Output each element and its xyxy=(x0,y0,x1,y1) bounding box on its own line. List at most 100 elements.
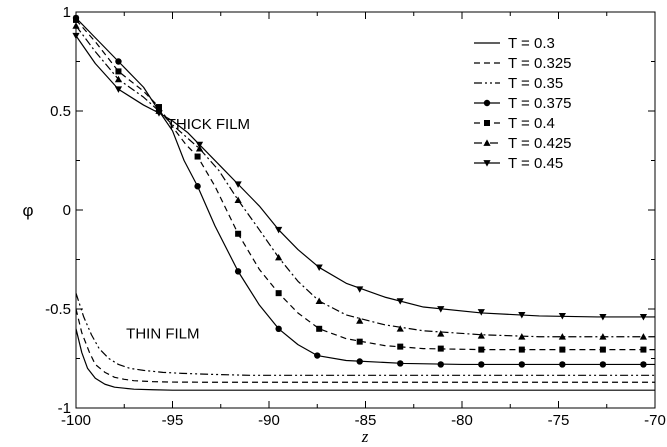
series-1 xyxy=(75,328,655,391)
data-point xyxy=(356,338,363,345)
legend: T = 0.3 T = 0.325 T = 0.35 T = 0.375 T = 0.4… xyxy=(474,35,572,172)
data-point xyxy=(478,346,485,353)
data-point xyxy=(437,345,444,352)
data-point xyxy=(356,317,364,324)
data-point xyxy=(72,32,80,40)
data-point xyxy=(275,325,282,332)
data-point xyxy=(518,333,526,340)
data-point xyxy=(483,160,491,167)
y-axis-label: φ xyxy=(22,201,33,220)
series-6 xyxy=(72,22,655,340)
data-point xyxy=(356,286,364,293)
data-point xyxy=(315,297,323,304)
data-point xyxy=(316,325,323,332)
data-point xyxy=(477,309,485,316)
legend-label: T = 0.4 xyxy=(508,115,555,132)
data-point xyxy=(599,346,606,353)
data-point xyxy=(518,312,526,319)
data-point xyxy=(115,58,122,65)
data-point xyxy=(73,16,79,23)
series-line xyxy=(75,25,655,338)
series-3 xyxy=(75,292,655,376)
legend-label: T = 0.35 xyxy=(508,75,563,92)
annotations: THICK FILM THIN FILM xyxy=(126,116,250,343)
data-point xyxy=(478,361,485,368)
data-point xyxy=(397,343,404,350)
data-point xyxy=(194,153,201,160)
data-point xyxy=(194,183,201,190)
data-point xyxy=(639,314,648,321)
data-point xyxy=(437,361,444,368)
data-point xyxy=(155,104,162,111)
data-point xyxy=(396,325,404,332)
legend-label: T = 0.45 xyxy=(508,155,563,172)
x-axis-label: z xyxy=(361,427,369,446)
y-tick-label: -0.5 xyxy=(45,301,71,318)
data-point xyxy=(599,361,607,368)
y-tick-label: 1 xyxy=(63,4,71,21)
data-point xyxy=(275,253,283,261)
legend-label: T = 0.375 xyxy=(508,95,572,112)
legend-label: T = 0.325 xyxy=(508,55,572,72)
data-point xyxy=(396,298,404,305)
y-tick-label: -1 xyxy=(58,400,71,417)
data-point xyxy=(558,313,566,320)
legend-label: T = 0.3 xyxy=(508,35,555,52)
series-layer xyxy=(72,14,655,391)
x-tick-label: -80 xyxy=(451,412,473,429)
data-point xyxy=(114,86,123,93)
data-point xyxy=(437,330,445,337)
data-point xyxy=(72,22,80,29)
annotation: THIN FILM xyxy=(126,326,199,343)
data-point xyxy=(483,99,491,107)
data-point xyxy=(558,333,566,340)
axis-ticks: -100 -95 -90 -85 -80 -75 -70 -1 -0.5 0 0.5 1 xyxy=(45,4,666,429)
data-point xyxy=(437,306,445,313)
series-line xyxy=(75,292,655,376)
series-4 xyxy=(72,14,655,368)
data-point xyxy=(235,230,242,237)
y-tick-label: 0.5 xyxy=(50,103,71,120)
data-point xyxy=(115,68,122,75)
data-point xyxy=(559,346,566,353)
data-point xyxy=(484,120,490,126)
series-line xyxy=(75,17,655,366)
data-point xyxy=(234,181,242,188)
x-tick-label: -90 xyxy=(258,412,280,429)
x-tick-label: -75 xyxy=(548,412,570,429)
series-line xyxy=(75,328,655,391)
series-line xyxy=(75,308,655,383)
data-point xyxy=(356,358,363,365)
series-line xyxy=(75,19,655,351)
data-point xyxy=(195,141,204,149)
data-point xyxy=(477,332,485,339)
data-point xyxy=(518,361,526,368)
data-point xyxy=(640,361,647,368)
data-point xyxy=(195,145,204,152)
data-point xyxy=(315,264,323,272)
data-point xyxy=(518,346,525,353)
series-line xyxy=(75,35,655,318)
data-point xyxy=(155,110,163,117)
data-point xyxy=(275,290,282,297)
x-tick-label: -95 xyxy=(162,412,184,429)
legend-label: T = 0.425 xyxy=(508,135,572,152)
y-tick-label: 0 xyxy=(63,202,71,219)
data-point xyxy=(639,333,648,340)
series-5 xyxy=(73,16,655,353)
data-point xyxy=(599,333,607,340)
data-point xyxy=(234,268,242,275)
series-2 xyxy=(75,308,655,383)
data-point xyxy=(483,139,491,146)
x-tick-label: -85 xyxy=(355,412,377,429)
data-point xyxy=(599,314,607,321)
data-point xyxy=(559,361,566,368)
data-point xyxy=(640,346,647,353)
data-point xyxy=(314,352,321,359)
data-point xyxy=(114,75,123,83)
series-7 xyxy=(72,32,655,321)
data-point xyxy=(397,360,404,367)
data-point xyxy=(234,196,242,203)
x-tick-label: -100 xyxy=(61,412,91,429)
